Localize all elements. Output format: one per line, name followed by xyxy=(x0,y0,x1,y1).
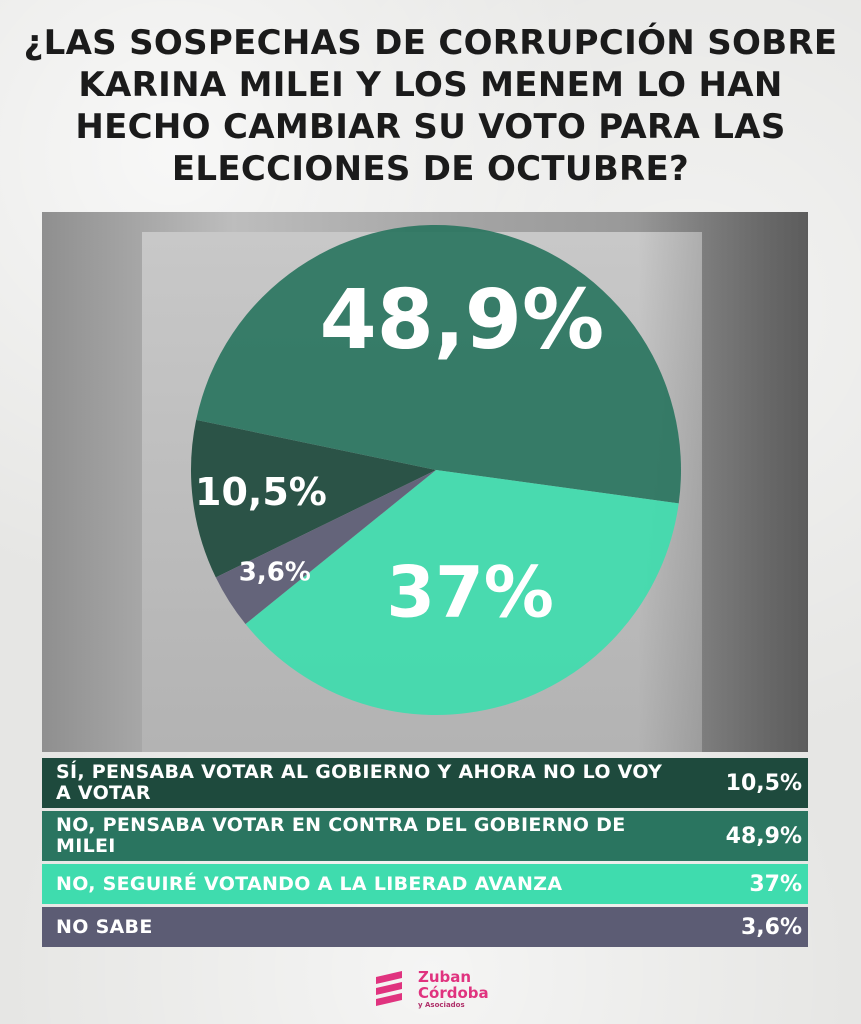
legend-label: NO, SEGUIRÉ VOTANDO A LA LIBERAD AVANZA xyxy=(56,872,563,895)
legend-value: 10,5% xyxy=(725,770,802,796)
legend-row-en-contra: NO, PENSABA VOTAR EN CONTRA DEL GOBIERNO… xyxy=(42,811,808,861)
logo-mark-icon xyxy=(376,971,402,1006)
pie-slice-label: 48,9% xyxy=(320,273,604,368)
zuban-cordoba-logo: Zuban Córdoba y Asociados xyxy=(372,966,489,1012)
legend-label: NO SABE xyxy=(56,915,153,938)
pie-slice-label: 37% xyxy=(386,552,554,634)
pie-slice-label: 10,5% xyxy=(195,470,327,514)
logo-text-line2: Córdoba xyxy=(418,984,489,1002)
legend-row-si-cambia: SÍ, PENSABA VOTAR AL GOBIERNO Y AHORA NO… xyxy=(42,758,808,808)
pie-slice xyxy=(245,470,679,715)
legend-label: NO, PENSABA VOTAR EN CONTRA DEL GOBIERNO… xyxy=(56,814,626,857)
legend-row-no-sabe: NO SABE 3,6% xyxy=(42,907,808,947)
legend-label: SÍ, PENSABA VOTAR AL GOBIERNO Y AHORA NO… xyxy=(56,761,663,804)
pie-slice xyxy=(196,225,681,504)
legend-value: 48,9% xyxy=(725,823,802,849)
pie-slice xyxy=(215,470,436,625)
logo-text-line1: Zuban xyxy=(418,968,472,986)
legend-row-lla: NO, SEGUIRÉ VOTANDO A LA LIBERAD AVANZA … xyxy=(42,864,808,904)
legend-value: 3,6% xyxy=(740,914,802,940)
logo-text-line3: y Asociados xyxy=(418,1001,465,1009)
pie-slice-label: 3,6% xyxy=(239,558,311,588)
chart-title: ¿LAS SOSPECHAS DE CORRUPCIÓN SOBRE KARIN… xyxy=(23,23,838,189)
legend-value: 37% xyxy=(749,871,802,897)
pie-slice xyxy=(191,419,436,578)
